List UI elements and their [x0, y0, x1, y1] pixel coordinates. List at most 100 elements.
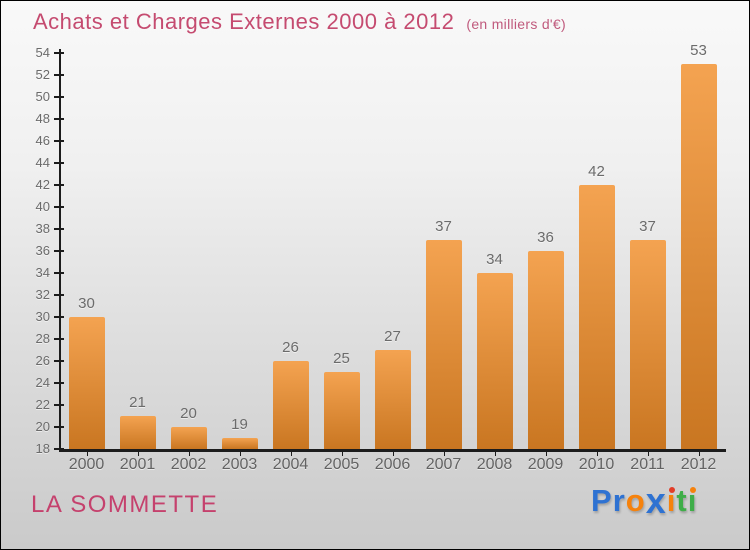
- x-tick: [290, 452, 292, 456]
- x-tick-label: 2003: [221, 456, 258, 473]
- bar-value-label: 27: [384, 328, 401, 345]
- y-tick: [54, 448, 64, 450]
- y-tick-label: 32: [35, 287, 50, 302]
- y-tick: [54, 360, 64, 362]
- y-tick-label: 44: [35, 155, 50, 170]
- bar: [476, 273, 513, 449]
- x-tick-label: 2012: [680, 456, 717, 473]
- logo-letter-dot: [668, 487, 675, 493]
- bar: [527, 251, 564, 449]
- y-tick: [54, 316, 64, 318]
- y-tick: [54, 382, 64, 384]
- logo-letter: ı: [666, 483, 677, 518]
- bar-value-label: 25: [333, 350, 350, 367]
- x-tick: [545, 452, 547, 456]
- y-tick-label: 36: [35, 243, 50, 258]
- y-tick: [54, 228, 64, 230]
- chart-subtitle: (en milliers d'€): [466, 16, 566, 32]
- x-tick: [647, 452, 649, 456]
- bar: [425, 240, 462, 449]
- bar: [323, 372, 360, 449]
- bar: [170, 427, 207, 449]
- y-tick-label: 30: [35, 309, 50, 324]
- x-tick-label: 2011: [630, 456, 665, 473]
- bar: [629, 240, 666, 449]
- x-tick: [596, 452, 598, 456]
- y-tick: [54, 162, 64, 164]
- logo-letter: t: [676, 483, 688, 518]
- bar: [119, 416, 156, 449]
- logo-letter: ı: [687, 483, 698, 518]
- y-tick-label: 28: [35, 331, 50, 346]
- y-tick-label: 24: [35, 375, 50, 390]
- bar-value-label: 37: [639, 218, 656, 235]
- bar-value-label: 26: [282, 339, 299, 356]
- y-tick: [54, 184, 64, 186]
- y-tick: [54, 74, 64, 76]
- y-tick-label: 20: [35, 419, 50, 434]
- bar-value-label: 42: [588, 163, 605, 180]
- bar-value-label: 19: [231, 416, 248, 433]
- bar: [374, 350, 411, 449]
- x-tick-label: 2007: [425, 456, 462, 473]
- x-tick-label: 2005: [323, 456, 360, 473]
- y-tick: [54, 206, 64, 208]
- bar: [68, 317, 105, 449]
- x-tick-label: 2009: [527, 456, 564, 473]
- bar-value-label: 53: [690, 42, 707, 59]
- bar-value-label: 20: [180, 405, 197, 422]
- y-tick: [54, 52, 64, 54]
- y-tick: [54, 118, 64, 120]
- bar-value-label: 34: [486, 251, 503, 268]
- y-tick: [54, 294, 64, 296]
- proxiti-logo: Proxı tı: [591, 480, 698, 521]
- y-tick-label: 46: [35, 133, 50, 148]
- x-tick: [137, 452, 139, 456]
- x-tick: [341, 452, 343, 456]
- x-tick: [698, 452, 700, 456]
- bar-value-label: 36: [537, 229, 554, 246]
- y-tick-label: 48: [35, 111, 50, 126]
- y-tick-label: 54: [35, 45, 50, 60]
- logo-letter: o: [625, 483, 646, 518]
- chart-title: Achats et Charges Externes 2000 à 2012: [33, 9, 455, 34]
- x-tick-label: 2000: [68, 456, 105, 473]
- y-tick-label: 50: [35, 89, 50, 104]
- y-tick-label: 22: [35, 397, 50, 412]
- x-tick: [494, 452, 496, 456]
- y-tick-label: 52: [35, 67, 50, 82]
- x-tick: [239, 452, 241, 456]
- bar: [221, 438, 258, 449]
- x-axis-line: [59, 449, 726, 452]
- bar-value-label: 37: [435, 218, 452, 235]
- x-tick-label: 2004: [272, 456, 309, 473]
- x-tick: [392, 452, 394, 456]
- x-tick-label: 2008: [476, 456, 513, 473]
- bar-value-label: 21: [129, 394, 146, 411]
- y-tick: [54, 426, 64, 428]
- logo-letter: P: [591, 483, 613, 518]
- entity-name: LA SOMMETTE: [31, 491, 219, 518]
- bar-value-label: 30: [78, 295, 95, 312]
- x-tick: [443, 452, 445, 456]
- x-tick-label: 2001: [119, 456, 156, 473]
- logo-letter-dot: [689, 487, 696, 493]
- y-tick: [54, 96, 64, 98]
- y-tick-label: 34: [35, 265, 50, 280]
- chart-header: Achats et Charges Externes 2000 à 2012 (…: [33, 9, 566, 35]
- y-tick: [54, 250, 64, 252]
- y-tick: [54, 272, 64, 274]
- y-tick: [54, 404, 64, 406]
- y-tick-label: 42: [35, 177, 50, 192]
- y-tick-label: 38: [35, 221, 50, 236]
- logo-letter: r: [612, 483, 626, 518]
- x-tick: [86, 452, 88, 456]
- y-tick-label: 18: [35, 441, 50, 456]
- x-tick: [188, 452, 190, 456]
- x-tick-label: 2006: [374, 456, 411, 473]
- y-tick-label: 40: [35, 199, 50, 214]
- bar: [680, 64, 717, 449]
- y-tick: [54, 338, 64, 340]
